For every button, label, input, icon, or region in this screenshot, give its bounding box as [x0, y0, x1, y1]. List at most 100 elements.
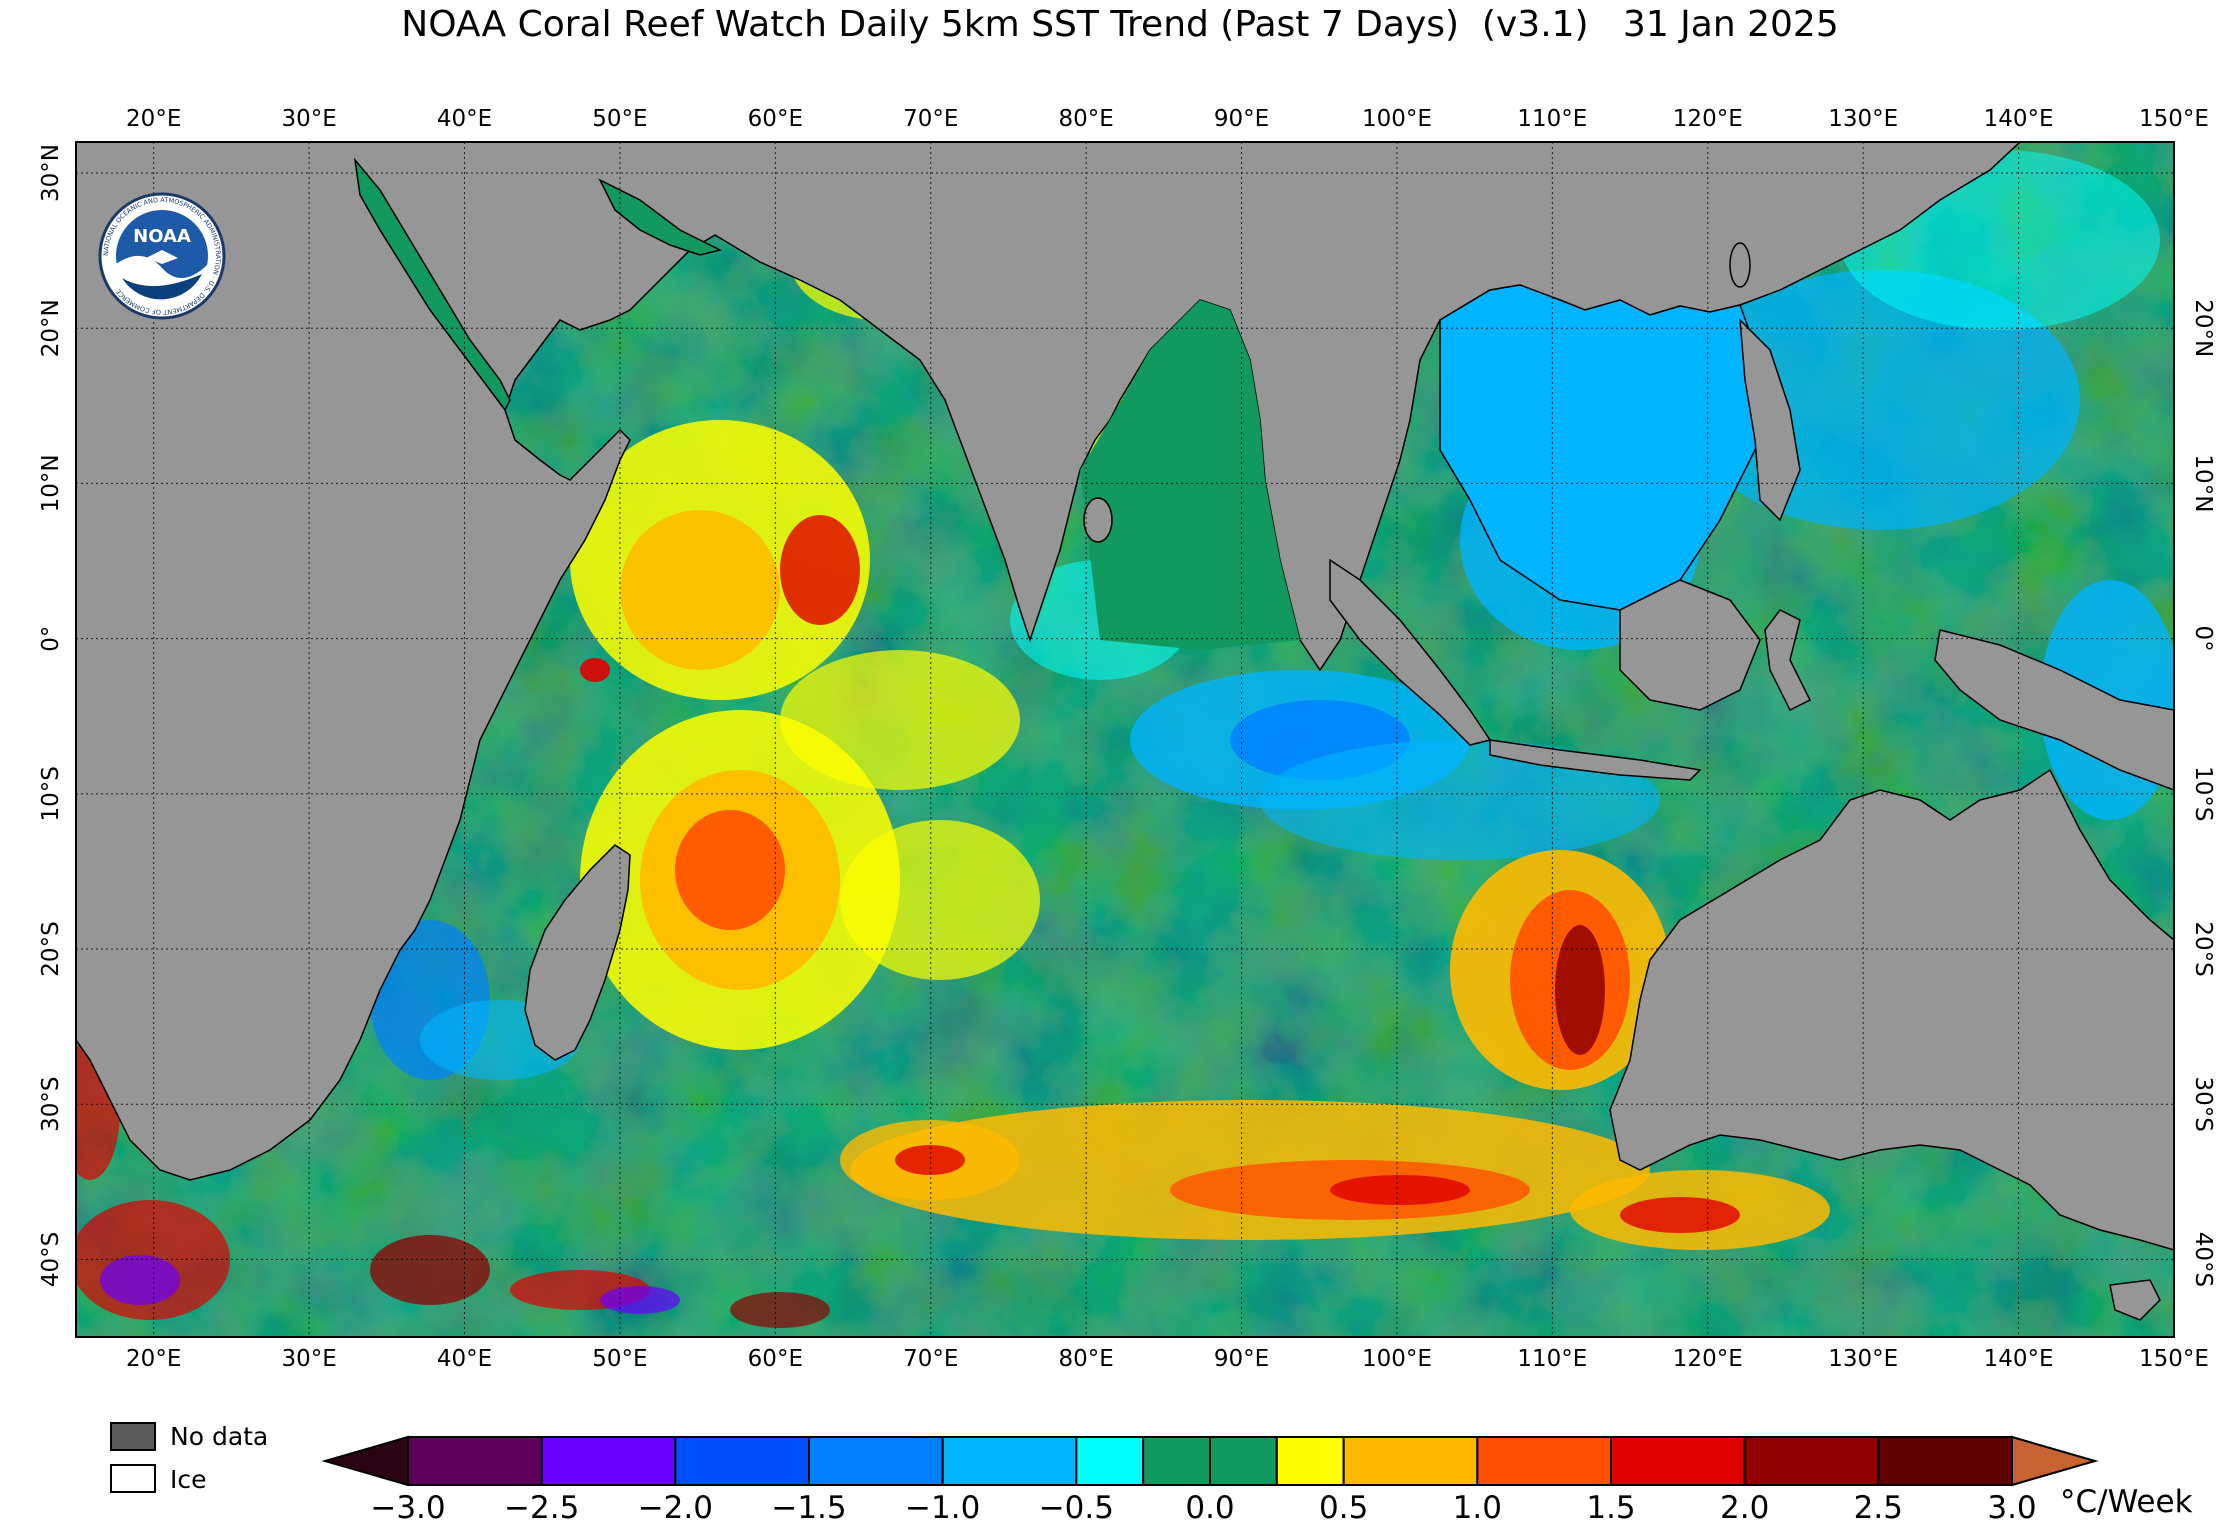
colorbar-tick-label: −0.5 — [1039, 1490, 1114, 1526]
lat-tick-right-label: 20°S — [2190, 921, 2216, 976]
noaa-logo: NOAA NATIONAL OCEANIC AND ATMOSPHERIC AD… — [98, 192, 226, 320]
colorbar-bin — [407, 1436, 543, 1486]
colorbar-tick-label: 0.5 — [1319, 1490, 1368, 1526]
lon-tick-top-label: 120°E — [1673, 106, 1743, 132]
lat-tick-right-label: 0° — [2190, 626, 2216, 652]
lon-ticks-bottom: 20°E 30°E 40°E 50°E 60°E 70°E 80°E 90°E 100°E 110… — [126, 1346, 2209, 1372]
colorbar-bin — [808, 1436, 944, 1486]
colorbar-tick-label: −3.0 — [370, 1490, 445, 1526]
lon-tick-bottom-label: 20°E — [126, 1346, 181, 1372]
colorbar-bin — [1877, 1436, 2014, 1486]
java — [1489, 739, 1702, 781]
lat-tick-left-label: 20°N — [38, 299, 64, 357]
lon-tick-top-label: 140°E — [1984, 106, 2054, 132]
lat-tick-right-label: 40°S — [2190, 1232, 2216, 1287]
colorbar-bin — [1075, 1436, 1145, 1486]
lon-tick-top-label: 70°E — [903, 106, 958, 132]
lon-tick-bottom-label: 80°E — [1058, 1346, 1113, 1372]
sulawesi — [1764, 609, 1812, 712]
lon-tick-bottom-label: 140°E — [1984, 1346, 2054, 1372]
colorbar-tick-label: 1.0 — [1453, 1490, 1502, 1526]
lat-tick-right-label: 10°N — [2190, 454, 2216, 512]
lat-ticks-left: 30°N 20°N 10°N 0° 10°S 20°S 30°S 40°S — [38, 144, 64, 1287]
lon-tick-bottom-label: 130°E — [1828, 1346, 1898, 1372]
colorbar-bin — [941, 1436, 1078, 1486]
lon-ticks-top: 20°E 30°E 40°E 50°E 60°E 70°E 80°E 90°E 100°E 110… — [126, 106, 2209, 132]
ice-label: Ice — [170, 1465, 207, 1494]
colorbar-tick-label: 3.0 — [1987, 1490, 2036, 1526]
map-frame — [75, 141, 2175, 1338]
colorbar-tick-label: 1.5 — [1586, 1490, 1635, 1526]
lon-tick-bottom-label: 100°E — [1362, 1346, 1432, 1372]
lon-tick-bottom-label: 50°E — [592, 1346, 647, 1372]
map-area — [76, 142, 2174, 1337]
colorbar-tick-label: 2.0 — [1720, 1490, 1769, 1526]
colorbar-tick-label: −1.0 — [905, 1490, 980, 1526]
lon-tick-top-label: 90°E — [1214, 106, 1269, 132]
colorbar-bin — [1743, 1436, 1880, 1486]
lon-tick-top-label: 100°E — [1362, 106, 1432, 132]
colorbar-unit: °C/Week — [2060, 1484, 2193, 1520]
lat-tick-right-label: 10°S — [2190, 766, 2216, 821]
sumatra — [1329, 558, 1492, 746]
colorbar-bin — [1142, 1436, 1211, 1486]
colorbar-bin — [1610, 1436, 1746, 1486]
noaa-logo-text: NOAA — [133, 226, 191, 247]
ice-swatch — [110, 1464, 156, 1493]
lat-tick-left-label: 0° — [38, 626, 64, 652]
lon-tick-top-label: 150°E — [2139, 106, 2209, 132]
lat-tick-left-label: 30°S — [38, 1077, 64, 1132]
bay-of-bengal — [1080, 300, 1300, 650]
lat-tick-left-label: 20°S — [38, 921, 64, 976]
lon-tick-bottom-label: 30°E — [281, 1346, 336, 1372]
colorbar-tick-label: −1.5 — [771, 1490, 846, 1526]
tasmania — [2109, 1279, 2161, 1321]
land-masses — [76, 142, 2174, 1321]
colorbar-bin — [1476, 1436, 1613, 1486]
colorbar: −3.0 −2.5 −2.0 −1.5 −1.0 −0.5 0.0 0.5 1.0 1.5 2.0 2… — [321, 1435, 2099, 1526]
no-data-swatch — [110, 1422, 156, 1451]
colorbar-tick-label: 0.0 — [1185, 1490, 1234, 1526]
lat-ticks-right: 20°N 10°N 0° 10°S 20°S 30°S 40°S — [2190, 299, 2216, 1287]
lon-tick-bottom-label: 150°E — [2139, 1346, 2209, 1372]
philippines — [1739, 318, 1801, 522]
taiwan — [1729, 242, 1751, 288]
lon-tick-top-label: 130°E — [1828, 106, 1898, 132]
lat-tick-left-label: 40°S — [38, 1232, 64, 1287]
lon-tick-top-label: 110°E — [1517, 106, 1587, 132]
madagascar — [524, 844, 631, 1061]
lon-tick-top-label: 50°E — [592, 106, 647, 132]
graticule — [76, 142, 2174, 1337]
lon-tick-bottom-label: 110°E — [1517, 1346, 1587, 1372]
colorbar-bin — [1342, 1436, 1479, 1486]
sri-lanka — [1083, 497, 1113, 543]
no-data-label: No data — [170, 1422, 269, 1451]
lon-tick-top-label: 60°E — [748, 106, 803, 132]
colorbar-under-arrow — [321, 1435, 409, 1487]
lon-tick-top-label: 30°E — [281, 106, 336, 132]
lon-tick-bottom-label: 40°E — [437, 1346, 492, 1372]
colorbar-tick-label: −2.5 — [504, 1490, 579, 1526]
page-title: NOAA Coral Reef Watch Daily 5km SST Tren… — [401, 4, 1839, 45]
colorbar-bin — [1209, 1436, 1278, 1486]
lat-tick-right-label: 30°S — [2190, 1077, 2216, 1132]
colorbar-bin — [540, 1436, 677, 1486]
persian-gulf — [598, 178, 723, 256]
lon-tick-bottom-label: 60°E — [748, 1346, 803, 1372]
colorbar-tick-label: 2.5 — [1854, 1490, 1903, 1526]
colorbar-tick-label: −2.0 — [638, 1490, 713, 1526]
lat-tick-left-label: 10°S — [38, 766, 64, 821]
lon-tick-bottom-label: 90°E — [1214, 1346, 1269, 1372]
colorbar-bin — [674, 1436, 810, 1486]
lon-tick-bottom-label: 120°E — [1673, 1346, 1743, 1372]
australia — [1609, 768, 2174, 1251]
borneo — [1619, 579, 1761, 711]
colorbar-bin — [1275, 1436, 1345, 1486]
lat-tick-right-label: 20°N — [2190, 299, 2216, 357]
new-guinea — [1934, 629, 2174, 791]
lat-tick-left-label: 10°N — [38, 454, 64, 512]
colorbar-over-arrow — [2011, 1435, 2099, 1487]
lon-tick-top-label: 20°E — [126, 106, 181, 132]
lon-tick-bottom-label: 70°E — [903, 1346, 958, 1372]
